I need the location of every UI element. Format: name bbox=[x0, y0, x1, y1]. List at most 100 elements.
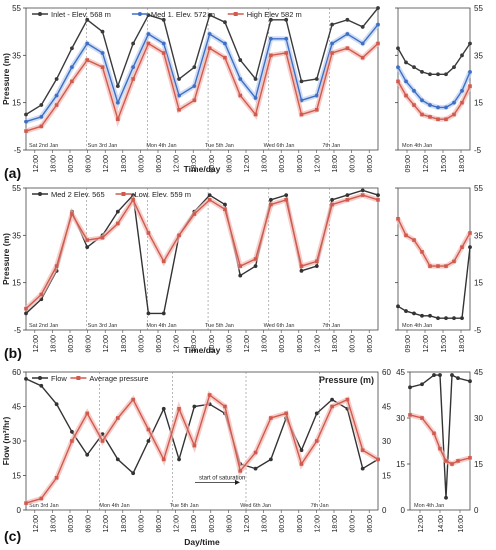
x-tick-label: 18:00 bbox=[459, 335, 466, 353]
data-point bbox=[253, 257, 258, 261]
data-point bbox=[24, 129, 28, 133]
data-point bbox=[452, 100, 456, 105]
data-point bbox=[345, 397, 350, 402]
data-point bbox=[161, 259, 166, 264]
data-point bbox=[207, 198, 212, 202]
day-label: Mon 4th Jan bbox=[146, 323, 176, 329]
data-point bbox=[444, 117, 448, 122]
data-point bbox=[116, 221, 120, 226]
x-axis-label: Day/time bbox=[184, 537, 220, 547]
plot-frame bbox=[409, 371, 471, 511]
data-point bbox=[161, 406, 166, 411]
data-point bbox=[100, 65, 105, 69]
x-tick-label: 12:00 bbox=[174, 515, 181, 533]
data-point bbox=[131, 41, 136, 46]
series-line bbox=[397, 66, 471, 109]
data-point bbox=[146, 231, 151, 235]
y-tick-label-right: 15 bbox=[474, 460, 483, 469]
y-tick-label-right: 15 bbox=[474, 279, 483, 288]
data-point bbox=[299, 268, 304, 273]
day-label: Wed 6th Jan bbox=[264, 323, 295, 329]
x-tick-label: 00:00 bbox=[68, 515, 75, 533]
data-point bbox=[146, 41, 151, 46]
y-tick-label: 30 bbox=[396, 414, 405, 423]
series-line bbox=[409, 414, 471, 465]
y-tick-label-right: 15 bbox=[382, 472, 391, 481]
x-tick-label: 00:00 bbox=[138, 515, 145, 533]
x-tick-label: 06:00 bbox=[86, 515, 93, 533]
data-point bbox=[450, 462, 454, 466]
legend-marker bbox=[76, 376, 81, 380]
data-point bbox=[460, 88, 464, 93]
x-tick-label: 18:00 bbox=[191, 335, 198, 353]
data-point bbox=[360, 55, 365, 60]
data-point bbox=[404, 79, 408, 84]
y-tick-label: -5 bbox=[14, 326, 22, 335]
data-point bbox=[436, 72, 440, 77]
data-point bbox=[85, 452, 90, 457]
x-tick-label: 00:00 bbox=[279, 335, 286, 353]
data-point bbox=[376, 6, 380, 10]
x-tick-label: 12:00 bbox=[314, 155, 321, 173]
data-point bbox=[314, 107, 319, 112]
x-tick-label: 18:00 bbox=[262, 155, 269, 173]
x-tick-label: 06:00 bbox=[367, 335, 374, 353]
legend-label: Med 2 Elev. 565 bbox=[51, 190, 105, 199]
data-point bbox=[396, 65, 400, 70]
x-tick-label: 12:00 bbox=[314, 335, 321, 353]
x-tick-label: 00:00 bbox=[350, 515, 357, 533]
data-point bbox=[360, 25, 365, 29]
x-tick-label: 06:00 bbox=[156, 515, 163, 533]
y-tick-label-right: 55 bbox=[474, 4, 483, 13]
annotation-text: start of saturation bbox=[199, 475, 245, 481]
data-point bbox=[420, 416, 424, 420]
x-tick-label: 00:00 bbox=[209, 155, 216, 173]
data-point bbox=[438, 373, 442, 377]
plot-frame bbox=[25, 187, 379, 331]
data-point bbox=[268, 197, 273, 202]
data-point bbox=[420, 382, 424, 387]
x-tick-label: 18:00 bbox=[50, 335, 57, 353]
data-point bbox=[24, 119, 28, 124]
y-tick-label-right: -5 bbox=[474, 146, 482, 155]
data-point bbox=[238, 93, 243, 98]
data-point bbox=[116, 416, 120, 420]
y-tick-label: -5 bbox=[14, 146, 22, 155]
data-point bbox=[223, 207, 227, 212]
data-point bbox=[456, 459, 460, 463]
y-tick-label-right: 35 bbox=[474, 231, 483, 240]
chart-panel-a: -5 15 35 55 12:00 18:00 00:00 06:00 12:00 18:00 00… bbox=[1, 4, 380, 174]
data-point bbox=[115, 457, 120, 462]
data-point bbox=[39, 114, 44, 119]
y-tick-label: 0 bbox=[17, 506, 22, 515]
data-point bbox=[360, 193, 365, 197]
x-tick-label: 18:00 bbox=[191, 155, 198, 173]
data-point bbox=[131, 65, 136, 70]
data-point bbox=[314, 439, 319, 443]
data-point bbox=[376, 193, 380, 198]
annotation-arrowhead bbox=[234, 479, 240, 485]
data-point bbox=[39, 383, 44, 388]
data-point bbox=[238, 273, 243, 278]
data-point bbox=[161, 457, 166, 462]
x-tick-label: 06:00 bbox=[367, 515, 374, 533]
y-tick-label-right: 55 bbox=[474, 184, 483, 193]
data-point bbox=[360, 188, 365, 193]
day-label: Tue 5th Jan bbox=[205, 323, 234, 329]
data-point bbox=[432, 373, 436, 377]
data-point bbox=[85, 41, 90, 46]
y-tick-label-right: 0 bbox=[474, 506, 479, 515]
data-point bbox=[24, 112, 28, 117]
day-label: Mon 4th Jan bbox=[146, 143, 176, 149]
data-point bbox=[192, 65, 197, 70]
y-tick-label: 45 bbox=[396, 368, 405, 377]
data-point bbox=[299, 112, 304, 117]
data-point bbox=[420, 250, 424, 254]
data-point bbox=[468, 456, 472, 460]
x-tick-label: 18:00 bbox=[121, 335, 128, 353]
data-point bbox=[360, 448, 365, 452]
data-point bbox=[376, 22, 380, 27]
data-point bbox=[70, 429, 74, 434]
x-tick-label: 12:00 bbox=[423, 335, 430, 353]
legend-label: Average pressure bbox=[89, 374, 148, 383]
